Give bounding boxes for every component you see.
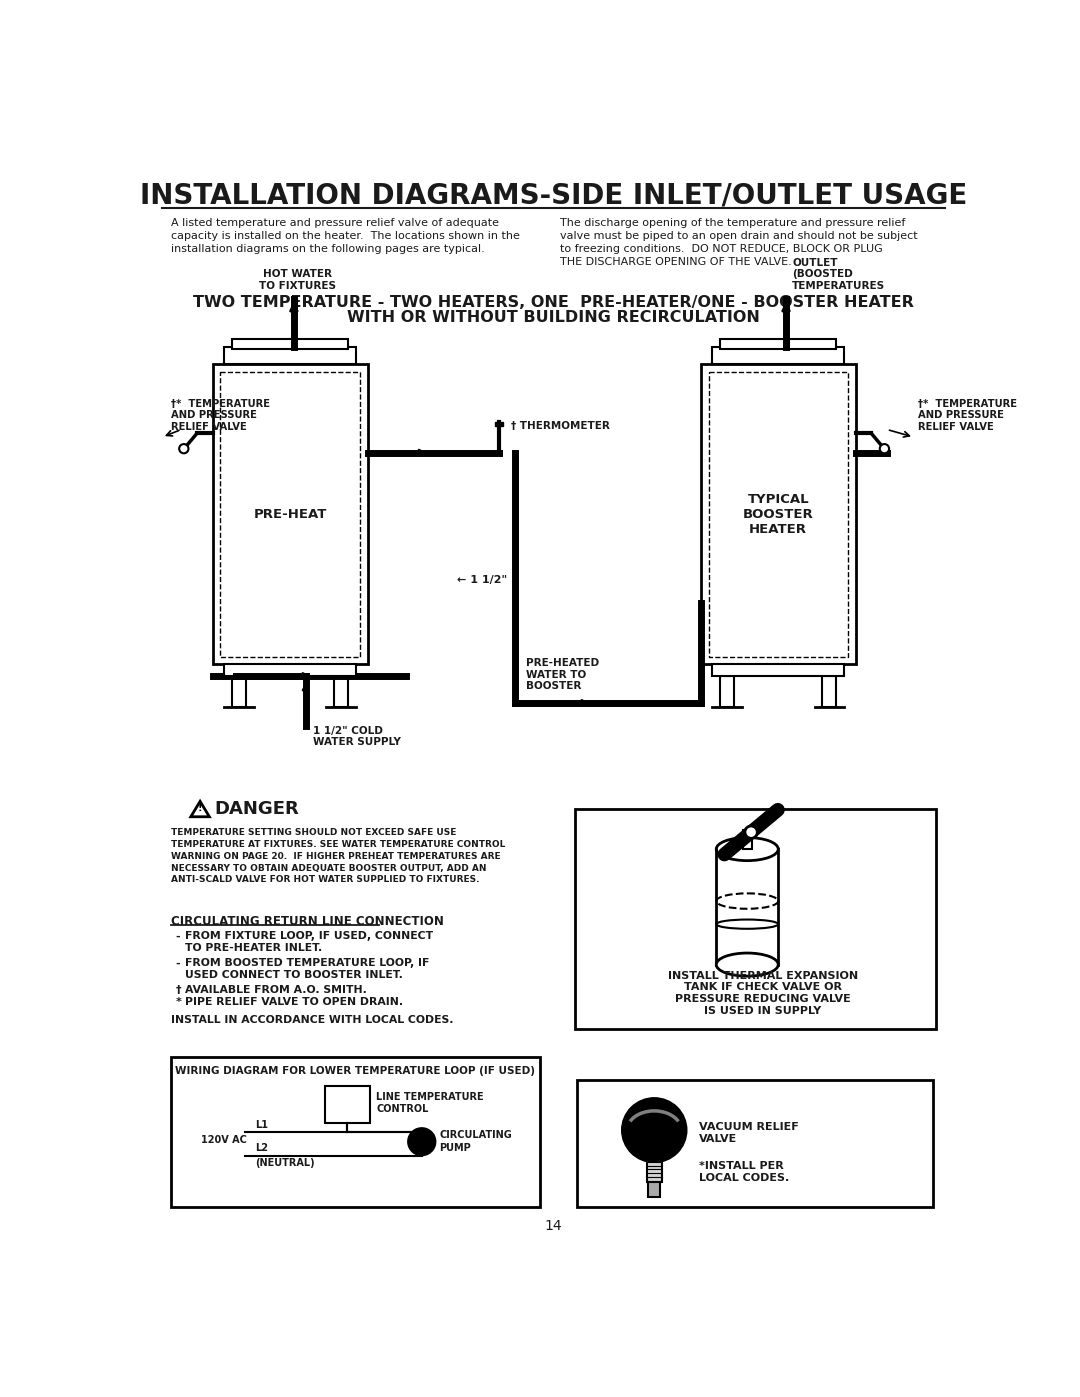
Bar — [743, 830, 752, 849]
Text: CIRCULATING
PUMP: CIRCULATING PUMP — [440, 1130, 512, 1153]
Text: VACUUM RELIEF
VALVE: VACUUM RELIEF VALVE — [699, 1122, 799, 1144]
Bar — [713, 346, 845, 365]
Bar — [225, 665, 356, 676]
Text: The discharge opening of the temperature and pressure relief
valve must be piped: The discharge opening of the temperature… — [559, 218, 917, 267]
Text: ← 1 1/2": ← 1 1/2" — [457, 574, 507, 584]
Text: PRE-HEATED
WATER TO
BOOSTER: PRE-HEATED WATER TO BOOSTER — [526, 658, 599, 692]
Text: TWO TEMPERATURE - TWO HEATERS, ONE  PRE-HEATER/ONE - BOOSTER HEATER: TWO TEMPERATURE - TWO HEATERS, ONE PRE-H… — [193, 295, 914, 310]
Text: TO PRE-HEATER INLET.: TO PRE-HEATER INLET. — [186, 943, 323, 953]
Text: *INSTALL PER
LOCAL CODES.: *INSTALL PER LOCAL CODES. — [699, 1161, 789, 1182]
Bar — [720, 339, 836, 349]
Circle shape — [880, 444, 889, 453]
Text: 14: 14 — [544, 1220, 563, 1234]
Text: HOT WATER
TO FIXTURES: HOT WATER TO FIXTURES — [259, 270, 336, 291]
Text: OUTLET
(BOOSTED
TEMPERATURES: OUTLET (BOOSTED TEMPERATURES — [793, 257, 886, 291]
Wedge shape — [408, 1127, 434, 1148]
Text: PIPE RELIEF VALVE TO OPEN DRAIN.: PIPE RELIEF VALVE TO OPEN DRAIN. — [186, 997, 404, 1007]
Text: TEMPERATURE SETTING SHOULD NOT EXCEED SAFE USE
TEMPERATURE AT FIXTURES. SEE WATE: TEMPERATURE SETTING SHOULD NOT EXCEED SA… — [172, 828, 505, 884]
Bar — [325, 1087, 369, 1123]
Bar — [701, 365, 855, 665]
Text: INSTALLATION DIAGRAMS-SIDE INLET/OUTLET USAGE: INSTALLATION DIAGRAMS-SIDE INLET/OUTLET … — [140, 182, 967, 210]
Bar — [225, 346, 356, 365]
Text: †: † — [175, 985, 181, 996]
Text: WIRING DIAGRAM FOR LOWER TEMPERATURE LOOP (IF USED): WIRING DIAGRAM FOR LOWER TEMPERATURE LOO… — [175, 1066, 535, 1076]
Text: LINE TEMPERATURE
CONTROL: LINE TEMPERATURE CONTROL — [376, 1092, 484, 1113]
Text: !: ! — [198, 803, 202, 813]
Bar — [647, 1162, 662, 1182]
Bar — [213, 365, 367, 665]
Text: A listed temperature and pressure relief valve of adequate
capacity is installed: A listed temperature and pressure relief… — [172, 218, 521, 254]
Bar — [720, 676, 734, 707]
Text: TYPICAL
BOOSTER
HEATER: TYPICAL BOOSTER HEATER — [743, 493, 813, 535]
Text: 120V AC: 120V AC — [201, 1136, 247, 1146]
Text: USED CONNECT TO BOOSTER INLET.: USED CONNECT TO BOOSTER INLET. — [186, 970, 403, 979]
Text: FROM FIXTURE LOOP, IF USED, CONNECT: FROM FIXTURE LOOP, IF USED, CONNECT — [186, 932, 433, 942]
Text: INSTALL IN ACCORDANCE WITH LOCAL CODES.: INSTALL IN ACCORDANCE WITH LOCAL CODES. — [172, 1014, 454, 1024]
Bar — [496, 422, 503, 426]
Text: -: - — [175, 932, 180, 942]
Text: DANGER: DANGER — [215, 800, 299, 819]
Circle shape — [745, 826, 757, 838]
Bar — [232, 676, 246, 707]
Circle shape — [622, 1098, 687, 1162]
Text: WITH OR WITHOUT BUILDING RECIRCULATION: WITH OR WITHOUT BUILDING RECIRCULATION — [347, 310, 760, 324]
Ellipse shape — [716, 953, 779, 977]
Text: INSTALL THERMAL EXPANSION
TANK IF CHECK VALVE OR
PRESSURE REDUCING VALVE
IS USED: INSTALL THERMAL EXPANSION TANK IF CHECK … — [667, 971, 858, 1016]
Text: 1 1/2" COLD
WATER SUPPLY: 1 1/2" COLD WATER SUPPLY — [313, 726, 401, 747]
Circle shape — [179, 444, 189, 453]
Bar — [648, 1182, 661, 1197]
Bar — [713, 665, 845, 676]
Text: AVAILABLE FROM A.O. SMITH.: AVAILABLE FROM A.O. SMITH. — [186, 985, 367, 996]
Text: †*  TEMPERATURE
AND PRESSURE
RELIEF VALVE: †* TEMPERATURE AND PRESSURE RELIEF VALVE — [918, 398, 1016, 432]
Bar — [577, 1080, 933, 1207]
Bar — [220, 372, 360, 657]
Text: CIRCULATING RETURN LINE CONNECTION: CIRCULATING RETURN LINE CONNECTION — [172, 915, 444, 928]
Bar — [172, 1058, 540, 1207]
Ellipse shape — [716, 838, 779, 861]
Text: (NEUTRAL): (NEUTRAL) — [255, 1158, 314, 1168]
Text: †*  TEMPERATURE
AND PRESSURE
RELIEF VALVE: †* TEMPERATURE AND PRESSURE RELIEF VALVE — [172, 398, 270, 432]
Wedge shape — [409, 1134, 435, 1155]
Text: L1: L1 — [255, 1120, 268, 1130]
Text: PRE-HEAT: PRE-HEAT — [254, 507, 326, 521]
Text: † THERMOMETER: † THERMOMETER — [511, 420, 610, 430]
Bar — [708, 372, 848, 657]
Text: -: - — [175, 958, 180, 968]
Text: *: * — [175, 997, 181, 1007]
Bar — [334, 676, 348, 707]
Bar — [576, 809, 935, 1028]
Bar — [232, 339, 348, 349]
Bar — [823, 676, 836, 707]
Text: FROM BOOSTED TEMPERATURE LOOP, IF: FROM BOOSTED TEMPERATURE LOOP, IF — [186, 958, 430, 968]
Text: L2: L2 — [255, 1143, 268, 1154]
